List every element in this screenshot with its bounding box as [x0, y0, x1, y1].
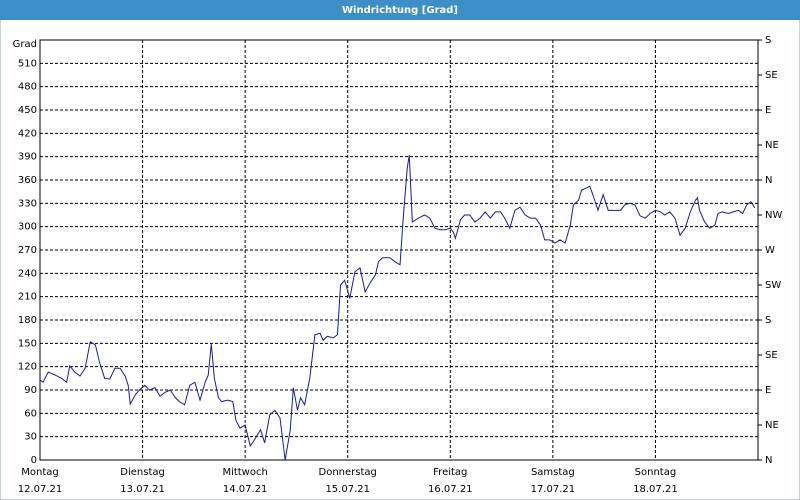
y2-tick-label: S: [765, 35, 771, 46]
y2-tick-label: E: [765, 385, 771, 396]
y2-tick-label: S: [765, 315, 771, 326]
y-tick-label: 90: [24, 385, 37, 396]
y-tick-label: 450: [18, 105, 37, 116]
y-tick-label: 330: [18, 198, 37, 209]
y2-tick-label: W: [765, 245, 775, 256]
y2-tick-label: E: [765, 105, 771, 116]
y-tick-label: 30: [24, 432, 37, 443]
y2-tick-label: NE: [765, 420, 779, 431]
y2-tick-label: N: [765, 175, 772, 186]
y-tick-label: 300: [18, 222, 37, 233]
x-tick-label: Donnerstag: [319, 467, 377, 478]
y2-tick-label: NE: [765, 140, 779, 151]
y-tick-label: 0: [31, 455, 37, 466]
x-tick-sublabel: 17.07.21: [531, 484, 576, 495]
data-line: [39, 155, 756, 461]
y2-tick-label: SE: [765, 350, 778, 361]
y-tick-label: 510: [18, 58, 37, 69]
x-tick-label: Mittwoch: [222, 467, 267, 478]
y2-tick-label: SW: [765, 280, 781, 291]
y-tick-label: 390: [18, 152, 37, 163]
x-tick-label: Freitag: [433, 467, 467, 478]
x-tick-sublabel: 13.07.21: [120, 484, 165, 495]
y-tick-label: 120: [18, 362, 37, 373]
x-tick-sublabel: 18.07.21: [633, 484, 678, 495]
chart-title: Windrichtung [Grad]: [342, 5, 458, 16]
x-tick-label: Montag: [21, 467, 58, 478]
title-bar: [0, 0, 800, 20]
x-tick-sublabel: 14.07.21: [223, 484, 268, 495]
plot-border: [39, 39, 759, 461]
y-tick-label: 240: [18, 268, 37, 279]
x-tick-sublabel: 16.07.21: [428, 484, 473, 495]
y-tick-label: 60: [24, 408, 37, 419]
y2-tick-label: NW: [765, 210, 782, 221]
y-tick-label: 270: [18, 245, 37, 256]
y-tick-label: 150: [18, 338, 37, 349]
x-tick-label: Sonntag: [635, 467, 677, 478]
x-tick-label: Dienstag: [120, 467, 165, 478]
y-tick-label: 420: [18, 128, 37, 139]
y-tick-label: 360: [18, 175, 37, 186]
x-tick-sublabel: 15.07.21: [325, 484, 370, 495]
y2-tick-label: N: [765, 455, 772, 466]
y-tick-label: 480: [18, 82, 37, 93]
y-tick-label: 210: [18, 292, 37, 303]
y2-tick-label: SE: [765, 70, 778, 81]
y-tick-label: 180: [18, 315, 37, 326]
x-tick-sublabel: 12.07.21: [18, 484, 63, 495]
x-tick-label: Samstag: [531, 467, 575, 478]
y-axis-label: Grad: [13, 39, 37, 50]
